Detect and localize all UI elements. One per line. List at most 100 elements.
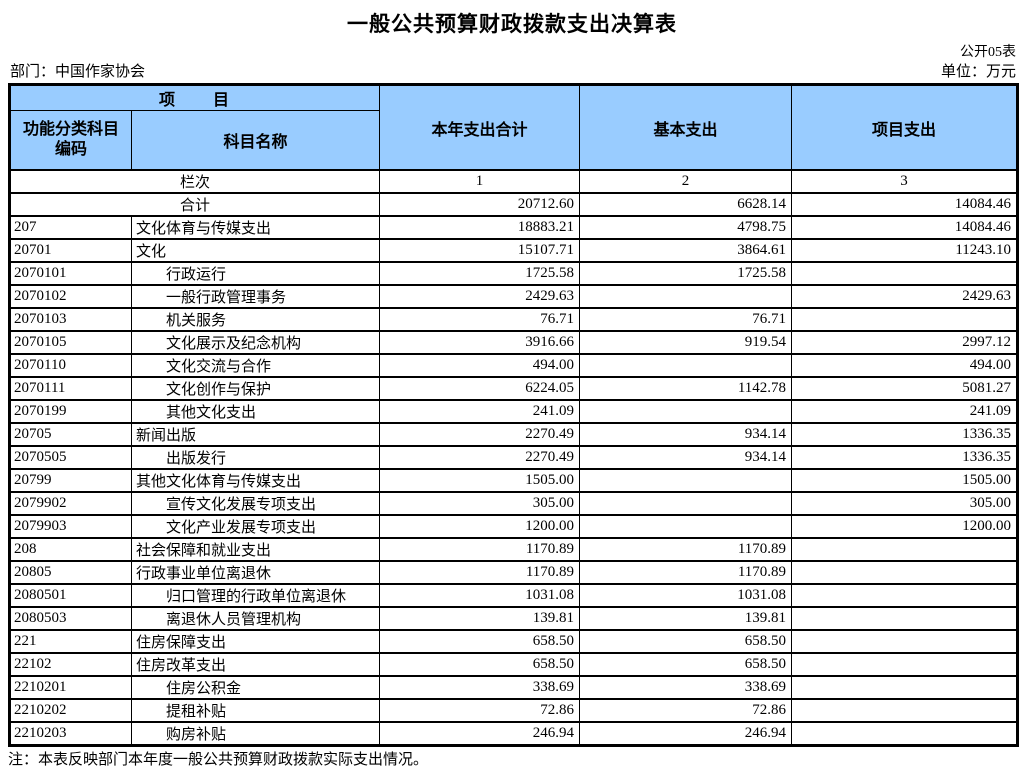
table-row: 2210202 提租补贴 72.86 72.86: [9, 698, 1019, 723]
column-index-1: 1: [379, 169, 581, 194]
column-index-3: 3: [791, 169, 1019, 194]
row-project-cell: 1505.00: [791, 468, 1019, 493]
header-subject-name: 科目名称: [130, 110, 381, 171]
row-code-cell: 221: [9, 629, 132, 654]
row-total-cell: 139.81: [379, 606, 581, 631]
row-name-cell: 一般行政管理事务: [130, 284, 381, 309]
row-name-cell: 文化体育与传媒支出: [130, 215, 381, 240]
table-row: 22102 住房改革支出 658.50 658.50: [9, 652, 1019, 677]
grand-total-label: 合计: [8, 192, 381, 217]
grand-total-total: 20712.60: [379, 192, 581, 217]
row-name-cell: 归口管理的行政单位离退休: [130, 583, 381, 608]
table-row: 2070105 文化展示及纪念机构 3916.66 919.54 2997.12: [9, 330, 1019, 355]
row-code-cell: 2070101: [9, 261, 132, 286]
column-index-label: 栏次: [8, 169, 381, 194]
row-basic-cell: 934.14: [579, 445, 793, 470]
budget-table: 项 目 本年支出合计 基本支出 项目支出 功能分类科目编码 科目名称 栏次 1 …: [8, 83, 1020, 747]
row-total-cell: 494.00: [379, 353, 581, 378]
row-total-cell: 76.71: [379, 307, 581, 332]
row-basic-cell: [579, 284, 793, 309]
row-name-cell: 住房改革支出: [130, 652, 381, 677]
row-total-cell: 72.86: [379, 698, 581, 723]
row-name-cell: 文化产业发展专项支出: [130, 514, 381, 539]
row-basic-cell: 1142.78: [579, 376, 793, 401]
row-project-cell: 2429.63: [791, 284, 1019, 309]
row-total-cell: 305.00: [379, 491, 581, 516]
department-label: 部门：中国作家协会: [10, 64, 146, 80]
row-code-cell: 22102: [9, 652, 132, 677]
row-total-cell: 3916.66: [379, 330, 581, 355]
row-name-cell: 其他文化支出: [130, 399, 381, 424]
row-project-cell: 14084.46: [791, 215, 1019, 240]
row-code-cell: 2070110: [9, 353, 132, 378]
row-project-cell: [791, 675, 1019, 700]
row-name-cell: 出版发行: [130, 445, 381, 470]
table-row: 2070199 其他文化支出 241.09 241.09: [9, 399, 1019, 424]
table-row: 2070103 机关服务 76.71 76.71: [9, 307, 1019, 332]
table-row: 2070505 出版发行 2270.49 934.14 1336.35: [9, 445, 1019, 470]
table-row: 2070101 行政运行 1725.58 1725.58: [9, 261, 1019, 286]
table-row: 2210201 住房公积金 338.69 338.69: [9, 675, 1019, 700]
row-code-cell: 2070199: [9, 399, 132, 424]
row-project-cell: 2997.12: [791, 330, 1019, 355]
row-total-cell: 15107.71: [379, 238, 581, 263]
unit-label: 单位：万元: [940, 64, 1016, 80]
row-code-cell: 2080503: [9, 606, 132, 631]
table-row: 20799 其他文化体育与传媒支出 1505.00 1505.00: [9, 468, 1019, 493]
row-project-cell: 1336.35: [791, 445, 1019, 470]
row-project-cell: [791, 307, 1019, 332]
row-total-cell: 1725.58: [379, 261, 581, 286]
row-project-cell: [791, 698, 1019, 723]
row-name-cell: 住房保障支出: [130, 629, 381, 654]
row-total-cell: 1031.08: [379, 583, 581, 608]
row-code-cell: 20805: [9, 560, 132, 585]
row-project-cell: [791, 261, 1019, 286]
row-basic-cell: 1725.58: [579, 261, 793, 286]
row-code-cell: 2079902: [9, 491, 132, 516]
table-row: 2070102 一般行政管理事务 2429.63 2429.63: [9, 284, 1019, 309]
row-basic-cell: 934.14: [579, 422, 793, 447]
header-item-group: 项 目: [8, 84, 381, 111]
row-basic-cell: [579, 491, 793, 516]
row-basic-cell: [579, 353, 793, 378]
table-row: 2070111 文化创作与保护 6224.05 1142.78 5081.27: [9, 376, 1019, 401]
meta-row: 部门：中国作家协会 单位：万元: [0, 61, 1024, 83]
header-row-1: 项 目 本年支出合计 基本支出 项目支出: [8, 84, 1019, 171]
row-name-cell: 宣传文化发展专项支出: [130, 491, 381, 516]
row-code-cell: 208: [9, 537, 132, 562]
row-basic-cell: 139.81: [579, 606, 793, 631]
row-basic-cell: 919.54: [579, 330, 793, 355]
row-name-cell: 离退休人员管理机构: [130, 606, 381, 631]
row-code-cell: 2070505: [9, 445, 132, 470]
row-basic-cell: 246.94: [579, 721, 793, 747]
row-basic-cell: 72.86: [579, 698, 793, 723]
document-page: 一般公共预算财政拨款支出决算表 公开05表 部门：中国作家协会 单位：万元 项 …: [0, 13, 1024, 768]
row-code-cell: 2210203: [9, 721, 132, 747]
row-project-cell: [791, 721, 1019, 747]
row-total-cell: 241.09: [379, 399, 581, 424]
row-name-cell: 住房公积金: [130, 675, 381, 700]
row-total-cell: 6224.05: [379, 376, 581, 401]
row-total-cell: 246.94: [379, 721, 581, 747]
note-text: 注：本表反映部门本年度一般公共预算财政拨款实际支出情况。: [8, 752, 429, 768]
table-row: 2079903 文化产业发展专项支出 1200.00 1200.00: [9, 514, 1019, 539]
row-code-cell: 20799: [9, 468, 132, 493]
row-basic-cell: 4798.75: [579, 215, 793, 240]
row-name-cell: 文化创作与保护: [130, 376, 381, 401]
header-basic-expenditure: 基本支出: [579, 84, 793, 171]
row-basic-cell: 1170.89: [579, 560, 793, 585]
row-basic-cell: 1170.89: [579, 537, 793, 562]
row-code-cell: 2070103: [9, 307, 132, 332]
column-index-row: 栏次 1 2 3: [8, 169, 1019, 194]
row-project-cell: 11243.10: [791, 238, 1019, 263]
row-project-cell: 494.00: [791, 353, 1019, 378]
row-total-cell: 2429.63: [379, 284, 581, 309]
page-title: 一般公共预算财政拨款支出决算表: [347, 13, 677, 36]
row-name-cell: 新闻出版: [130, 422, 381, 447]
header-function-code: 功能分类科目编码: [9, 110, 132, 171]
row-project-cell: [791, 629, 1019, 654]
grand-total-project: 14084.46: [791, 192, 1019, 217]
row-code-cell: 2070102: [9, 284, 132, 309]
header-project-expenditure: 项目支出: [791, 84, 1019, 171]
row-total-cell: 658.50: [379, 629, 581, 654]
